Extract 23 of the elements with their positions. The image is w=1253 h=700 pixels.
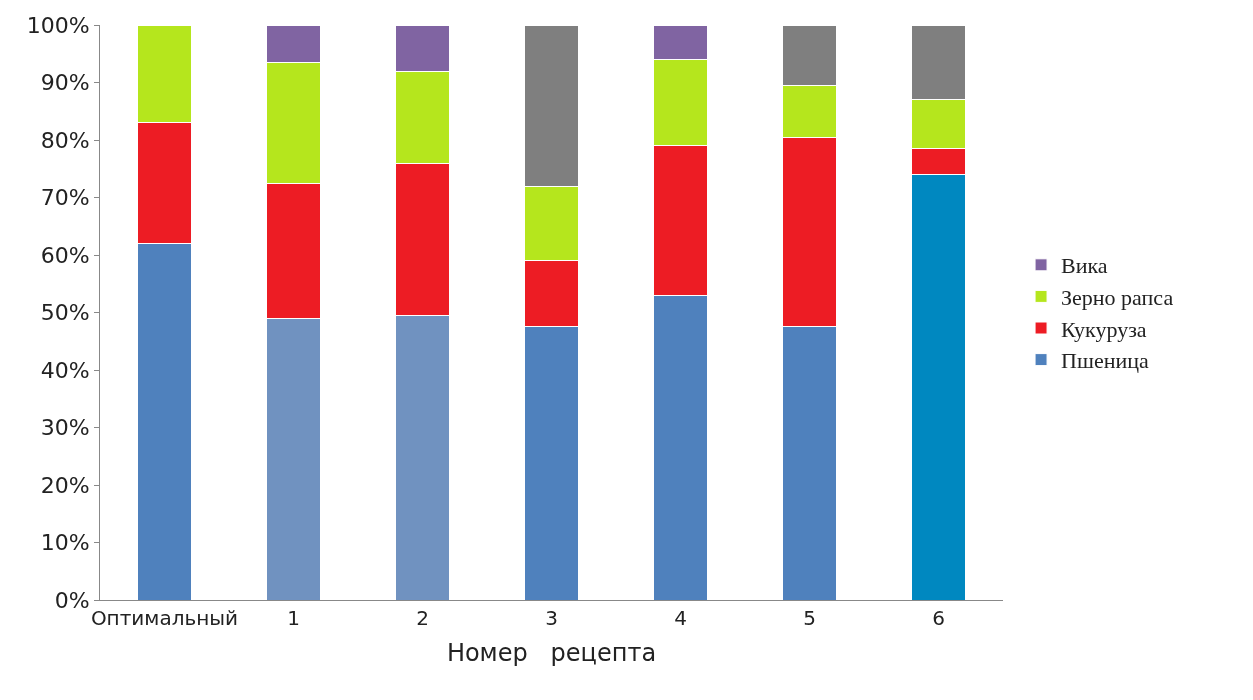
y-tick-label: 20% bbox=[40, 472, 90, 498]
x-tick-label: 6 bbox=[932, 606, 945, 630]
y-tick-label: 70% bbox=[40, 185, 90, 211]
legend-label: Пшеница bbox=[1061, 348, 1149, 374]
legend-label: Зерно рапса bbox=[1061, 284, 1174, 310]
y-tick-label: 80% bbox=[40, 127, 90, 153]
y-tick-label: 100% bbox=[26, 12, 90, 38]
x-tick-label: 5 bbox=[803, 606, 816, 630]
y-tick-label: 40% bbox=[40, 357, 90, 383]
legend-label: Кукуруза bbox=[1061, 316, 1147, 342]
y-tick-label: 30% bbox=[40, 415, 90, 441]
x-axis-title: Номер рецепта bbox=[446, 639, 657, 668]
y-tick-label: 90% bbox=[40, 70, 90, 96]
y-tick-label: 60% bbox=[40, 242, 90, 268]
y-tick-label: 50% bbox=[40, 300, 90, 326]
x-tick-label: 1 bbox=[287, 606, 300, 630]
legend-label: Вика bbox=[1061, 253, 1108, 279]
y-tick-label: 10% bbox=[40, 530, 90, 556]
y-tick-label: 0% bbox=[54, 587, 90, 613]
x-tick-label: 4 bbox=[674, 606, 687, 630]
x-tick-label: Оптимальный bbox=[90, 606, 239, 630]
x-tick-label: 2 bbox=[416, 606, 429, 630]
x-tick-label: 3 bbox=[545, 606, 558, 630]
